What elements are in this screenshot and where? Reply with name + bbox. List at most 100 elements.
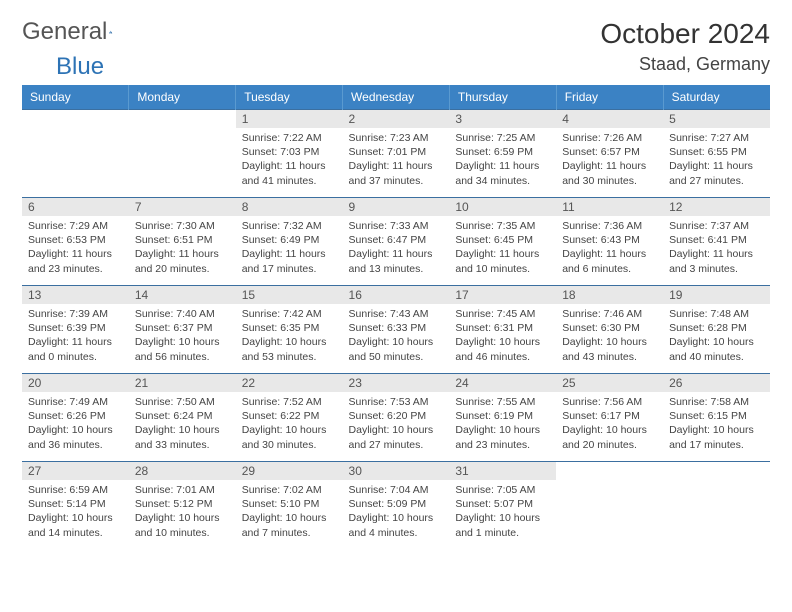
day-cell: 19Sunrise: 7:48 AMSunset: 6:28 PMDayligh…: [663, 286, 770, 374]
day-details: Sunrise: 7:26 AMSunset: 6:57 PMDaylight:…: [556, 128, 663, 192]
weekday-header-row: SundayMondayTuesdayWednesdayThursdayFrid…: [22, 85, 770, 110]
day-cell: 25Sunrise: 7:56 AMSunset: 6:17 PMDayligh…: [556, 374, 663, 462]
day-cell: 31Sunrise: 7:05 AMSunset: 5:07 PMDayligh…: [449, 462, 556, 550]
day-cell: 16Sunrise: 7:43 AMSunset: 6:33 PMDayligh…: [343, 286, 450, 374]
week-row: 6Sunrise: 7:29 AMSunset: 6:53 PMDaylight…: [22, 198, 770, 286]
day-cell: 30Sunrise: 7:04 AMSunset: 5:09 PMDayligh…: [343, 462, 450, 550]
logo-text-1: General: [22, 18, 107, 46]
day-cell: 15Sunrise: 7:42 AMSunset: 6:35 PMDayligh…: [236, 286, 343, 374]
weekday-sunday: Sunday: [22, 85, 129, 110]
day-number: 27: [22, 462, 129, 480]
day-details: Sunrise: 7:04 AMSunset: 5:09 PMDaylight:…: [343, 480, 450, 544]
day-cell: 7Sunrise: 7:30 AMSunset: 6:51 PMDaylight…: [129, 198, 236, 286]
day-cell: 11Sunrise: 7:36 AMSunset: 6:43 PMDayligh…: [556, 198, 663, 286]
day-cell: 22Sunrise: 7:52 AMSunset: 6:22 PMDayligh…: [236, 374, 343, 462]
day-details: Sunrise: 7:25 AMSunset: 6:59 PMDaylight:…: [449, 128, 556, 192]
day-number: 17: [449, 286, 556, 304]
weekday-saturday: Saturday: [663, 85, 770, 110]
day-number: 25: [556, 374, 663, 392]
weekday-friday: Friday: [556, 85, 663, 110]
day-details: Sunrise: 7:29 AMSunset: 6:53 PMDaylight:…: [22, 216, 129, 280]
weekday-wednesday: Wednesday: [343, 85, 450, 110]
day-cell: 23Sunrise: 7:53 AMSunset: 6:20 PMDayligh…: [343, 374, 450, 462]
day-number: 19: [663, 286, 770, 304]
day-cell: 4Sunrise: 7:26 AMSunset: 6:57 PMDaylight…: [556, 110, 663, 198]
day-cell: 9Sunrise: 7:33 AMSunset: 6:47 PMDaylight…: [343, 198, 450, 286]
day-number: 7: [129, 198, 236, 216]
day-cell: 20Sunrise: 7:49 AMSunset: 6:26 PMDayligh…: [22, 374, 129, 462]
day-cell: 21Sunrise: 7:50 AMSunset: 6:24 PMDayligh…: [129, 374, 236, 462]
empty-cell: [22, 110, 129, 198]
day-details: Sunrise: 7:39 AMSunset: 6:39 PMDaylight:…: [22, 304, 129, 368]
day-cell: 2Sunrise: 7:23 AMSunset: 7:01 PMDaylight…: [343, 110, 450, 198]
day-details: Sunrise: 7:05 AMSunset: 5:07 PMDaylight:…: [449, 480, 556, 544]
day-cell: 10Sunrise: 7:35 AMSunset: 6:45 PMDayligh…: [449, 198, 556, 286]
day-cell: 3Sunrise: 7:25 AMSunset: 6:59 PMDaylight…: [449, 110, 556, 198]
day-number: 23: [343, 374, 450, 392]
day-details: Sunrise: 7:42 AMSunset: 6:35 PMDaylight:…: [236, 304, 343, 368]
day-number: 22: [236, 374, 343, 392]
day-details: Sunrise: 7:50 AMSunset: 6:24 PMDaylight:…: [129, 392, 236, 456]
sail-icon: [109, 24, 113, 40]
day-number: 21: [129, 374, 236, 392]
day-number: 1: [236, 110, 343, 128]
day-details: Sunrise: 7:33 AMSunset: 6:47 PMDaylight:…: [343, 216, 450, 280]
day-details: Sunrise: 7:35 AMSunset: 6:45 PMDaylight:…: [449, 216, 556, 280]
day-details: Sunrise: 7:22 AMSunset: 7:03 PMDaylight:…: [236, 128, 343, 192]
day-number: 28: [129, 462, 236, 480]
header: General October 2024 Staad, Germany: [22, 18, 770, 75]
day-details: Sunrise: 7:37 AMSunset: 6:41 PMDaylight:…: [663, 216, 770, 280]
day-number: 30: [343, 462, 450, 480]
day-details: Sunrise: 7:32 AMSunset: 6:49 PMDaylight:…: [236, 216, 343, 280]
day-number: 6: [22, 198, 129, 216]
day-number: 9: [343, 198, 450, 216]
day-cell: 12Sunrise: 7:37 AMSunset: 6:41 PMDayligh…: [663, 198, 770, 286]
day-number: 8: [236, 198, 343, 216]
location: Staad, Germany: [600, 54, 770, 75]
day-cell: 14Sunrise: 7:40 AMSunset: 6:37 PMDayligh…: [129, 286, 236, 374]
day-number: 14: [129, 286, 236, 304]
day-details: Sunrise: 7:52 AMSunset: 6:22 PMDaylight:…: [236, 392, 343, 456]
day-cell: 5Sunrise: 7:27 AMSunset: 6:55 PMDaylight…: [663, 110, 770, 198]
day-details: Sunrise: 7:40 AMSunset: 6:37 PMDaylight:…: [129, 304, 236, 368]
calendar-body: 1Sunrise: 7:22 AMSunset: 7:03 PMDaylight…: [22, 110, 770, 550]
day-details: Sunrise: 7:01 AMSunset: 5:12 PMDaylight:…: [129, 480, 236, 544]
day-number: 3: [449, 110, 556, 128]
day-details: Sunrise: 7:56 AMSunset: 6:17 PMDaylight:…: [556, 392, 663, 456]
week-row: 13Sunrise: 7:39 AMSunset: 6:39 PMDayligh…: [22, 286, 770, 374]
day-details: Sunrise: 7:58 AMSunset: 6:15 PMDaylight:…: [663, 392, 770, 456]
day-details: Sunrise: 7:02 AMSunset: 5:10 PMDaylight:…: [236, 480, 343, 544]
day-details: Sunrise: 7:23 AMSunset: 7:01 PMDaylight:…: [343, 128, 450, 192]
day-number: 10: [449, 198, 556, 216]
day-details: Sunrise: 7:30 AMSunset: 6:51 PMDaylight:…: [129, 216, 236, 280]
day-cell: 27Sunrise: 6:59 AMSunset: 5:14 PMDayligh…: [22, 462, 129, 550]
logo: General: [22, 18, 133, 46]
day-cell: 29Sunrise: 7:02 AMSunset: 5:10 PMDayligh…: [236, 462, 343, 550]
empty-cell: [129, 110, 236, 198]
day-number: 16: [343, 286, 450, 304]
month-title: October 2024: [600, 18, 770, 50]
day-number: 2: [343, 110, 450, 128]
day-details: Sunrise: 7:46 AMSunset: 6:30 PMDaylight:…: [556, 304, 663, 368]
day-cell: 26Sunrise: 7:58 AMSunset: 6:15 PMDayligh…: [663, 374, 770, 462]
day-details: Sunrise: 7:53 AMSunset: 6:20 PMDaylight:…: [343, 392, 450, 456]
empty-cell: [663, 462, 770, 550]
day-number: 31: [449, 462, 556, 480]
week-row: 20Sunrise: 7:49 AMSunset: 6:26 PMDayligh…: [22, 374, 770, 462]
day-number: 20: [22, 374, 129, 392]
calendar: SundayMondayTuesdayWednesdayThursdayFrid…: [22, 85, 770, 550]
day-details: Sunrise: 7:55 AMSunset: 6:19 PMDaylight:…: [449, 392, 556, 456]
weekday-tuesday: Tuesday: [236, 85, 343, 110]
weekday-thursday: Thursday: [449, 85, 556, 110]
day-details: Sunrise: 7:45 AMSunset: 6:31 PMDaylight:…: [449, 304, 556, 368]
day-details: Sunrise: 6:59 AMSunset: 5:14 PMDaylight:…: [22, 480, 129, 544]
day-details: Sunrise: 7:27 AMSunset: 6:55 PMDaylight:…: [663, 128, 770, 192]
title-block: October 2024 Staad, Germany: [600, 18, 770, 75]
day-number: 15: [236, 286, 343, 304]
day-number: 26: [663, 374, 770, 392]
week-row: 27Sunrise: 6:59 AMSunset: 5:14 PMDayligh…: [22, 462, 770, 550]
day-cell: 13Sunrise: 7:39 AMSunset: 6:39 PMDayligh…: [22, 286, 129, 374]
day-cell: 8Sunrise: 7:32 AMSunset: 6:49 PMDaylight…: [236, 198, 343, 286]
day-number: 13: [22, 286, 129, 304]
day-details: Sunrise: 7:43 AMSunset: 6:33 PMDaylight:…: [343, 304, 450, 368]
